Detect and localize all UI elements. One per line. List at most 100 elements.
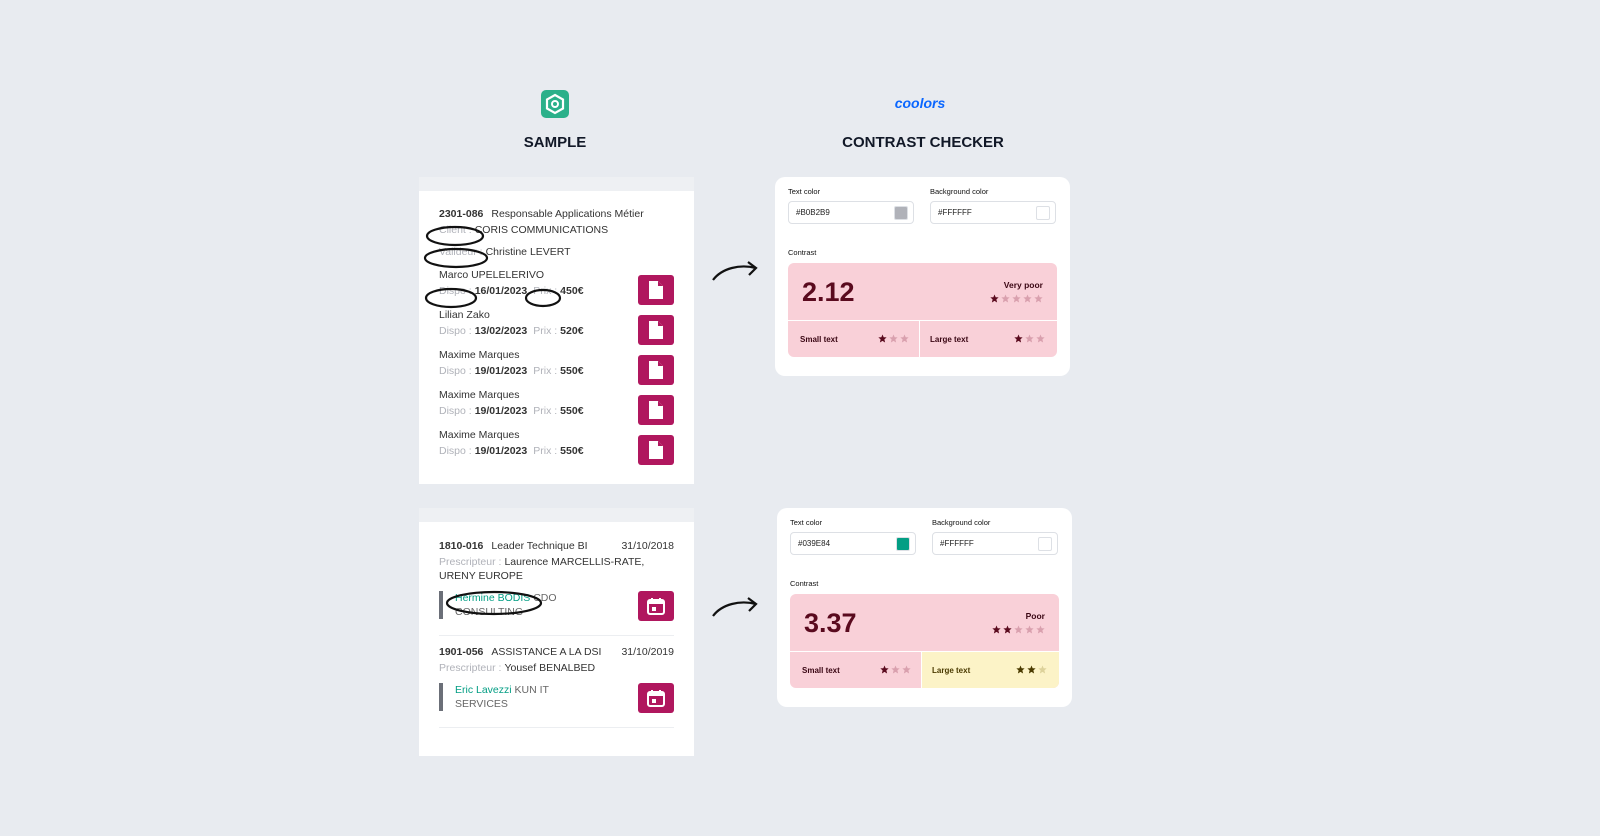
color-swatch xyxy=(894,206,908,220)
star xyxy=(1027,665,1036,674)
calendar-button[interactable] xyxy=(638,683,674,713)
prescriber-line: Prescripteur : Yousef BENALBED xyxy=(439,661,674,675)
job-line: 2301-086 Responsable Applications Métier xyxy=(439,208,644,220)
color-input[interactable]: #FFFFFF xyxy=(932,532,1058,555)
client: CORIS COMMUNICATIONS xyxy=(474,224,609,236)
contrast-score: 2.12 xyxy=(802,277,855,307)
label: Valideur : xyxy=(439,246,483,258)
stars xyxy=(990,294,1043,303)
large-text-cell: Large text xyxy=(922,651,1059,688)
document-button[interactable] xyxy=(638,395,674,425)
date: 16/01/2023 xyxy=(474,285,528,297)
doc-icon xyxy=(649,441,663,459)
star xyxy=(1025,334,1034,343)
job: Responsable Applications Métier xyxy=(491,208,644,220)
color-input[interactable]: #039E84 xyxy=(790,532,916,555)
rating: Poor xyxy=(1025,611,1045,621)
price: 520€ xyxy=(560,325,584,337)
label: Background color xyxy=(932,518,991,527)
contact-row: Hermine BODIS CDO CONSULTING xyxy=(439,591,674,621)
star xyxy=(1034,294,1043,303)
document-button[interactable] xyxy=(638,315,674,345)
candidate-name: Maxime Marques xyxy=(439,349,520,361)
contrast-result: 2.12 Very poor Small text Large text xyxy=(788,263,1057,357)
label: Background color xyxy=(930,187,989,196)
ref: 1810-016 xyxy=(439,540,484,552)
prescriber-line: Prescripteur : Laurence MARCELLIS-RATE, U… xyxy=(439,555,674,583)
label: Small text xyxy=(802,666,840,675)
label: Prix : xyxy=(533,365,558,377)
star xyxy=(902,665,911,674)
contact-name: Hermine BODIS xyxy=(455,592,531,604)
star xyxy=(889,334,898,343)
star xyxy=(1012,294,1021,303)
validator-line: Valideur : Christine LEVERT xyxy=(439,246,571,258)
candidate-name: Marco UPELELERIVO xyxy=(439,269,545,281)
candidate-name: Lilian Zako xyxy=(439,309,490,321)
color-value: #B0B2B9 xyxy=(796,208,830,217)
star xyxy=(990,294,999,303)
candidate-name: Maxime Marques xyxy=(439,389,520,401)
prescriber: Laurence MARCELLIS-RATE, URENY EUROPE xyxy=(439,556,645,582)
ref: 1901-056 xyxy=(439,646,484,658)
validator: Christine LEVERT xyxy=(485,246,571,258)
star xyxy=(891,665,900,674)
document-button[interactable] xyxy=(638,355,674,385)
candidate-info: Dispo :16/01/2023 Prix :450€ xyxy=(439,285,584,297)
color-swatch xyxy=(1038,537,1052,551)
color-value: #FFFFFF xyxy=(938,208,972,217)
label: Prix : xyxy=(533,325,558,337)
contrast-score: 3.37 xyxy=(804,608,857,638)
star xyxy=(1038,665,1047,674)
stars xyxy=(878,334,909,343)
star xyxy=(1014,625,1023,634)
candidate-info: Dispo :19/01/2023 Prix :550€ xyxy=(439,365,584,377)
contrast-result: 3.37 Poor Small text Large text xyxy=(790,594,1059,688)
date: 19/01/2023 xyxy=(474,445,528,457)
rating: Very poor xyxy=(1003,280,1043,290)
star xyxy=(992,625,1001,634)
label: Prescripteur : xyxy=(439,556,502,568)
contact: Eric Lavezzi KUN IT SERVICES xyxy=(439,683,565,711)
label: Client : xyxy=(439,224,472,236)
candidate-info: Dispo :19/01/2023 Prix :550€ xyxy=(439,445,584,457)
label: Text color xyxy=(788,187,821,196)
job: Leader Technique BI xyxy=(491,540,588,552)
document-button[interactable] xyxy=(638,435,674,465)
calendar-button[interactable] xyxy=(638,591,674,621)
sample-logo xyxy=(541,90,569,118)
color-value: #FFFFFF xyxy=(940,539,974,548)
star xyxy=(1003,625,1012,634)
star xyxy=(1025,625,1034,634)
star xyxy=(1001,294,1010,303)
label: Small text xyxy=(800,335,838,344)
date: 31/10/2019 xyxy=(621,646,674,658)
label: Large text xyxy=(930,335,969,344)
color-input[interactable]: #B0B2B9 xyxy=(788,201,914,224)
color-swatch xyxy=(1036,206,1050,220)
label: Text color xyxy=(790,518,823,527)
large-text-cell: Large text xyxy=(920,320,1057,357)
company: KUN IT SERVICES xyxy=(455,684,549,710)
star xyxy=(1036,334,1045,343)
date: 13/02/2023 xyxy=(474,325,528,337)
star xyxy=(900,334,909,343)
document-button[interactable] xyxy=(638,275,674,305)
candidate-info: Dispo :19/01/2023 Prix :550€ xyxy=(439,405,584,417)
color-swatch xyxy=(896,537,910,551)
color-input[interactable]: #FFFFFF xyxy=(930,201,1056,224)
star xyxy=(1016,665,1025,674)
stars xyxy=(880,665,911,674)
date: 19/01/2023 xyxy=(474,365,528,377)
date: 19/01/2023 xyxy=(474,405,528,417)
stars xyxy=(1016,665,1047,674)
star xyxy=(878,334,887,343)
star xyxy=(1036,625,1045,634)
mission: 1901-056 ASSISTANCE A LA DSI 31/10/2019 Pre… xyxy=(439,645,674,728)
mission-head: 1810-016 Leader Technique BI 31/10/2018 xyxy=(439,539,674,553)
label: Dispo : xyxy=(439,285,472,297)
contact-row: Eric Lavezzi KUN IT SERVICES xyxy=(439,683,674,713)
label: Prix : xyxy=(533,405,558,417)
